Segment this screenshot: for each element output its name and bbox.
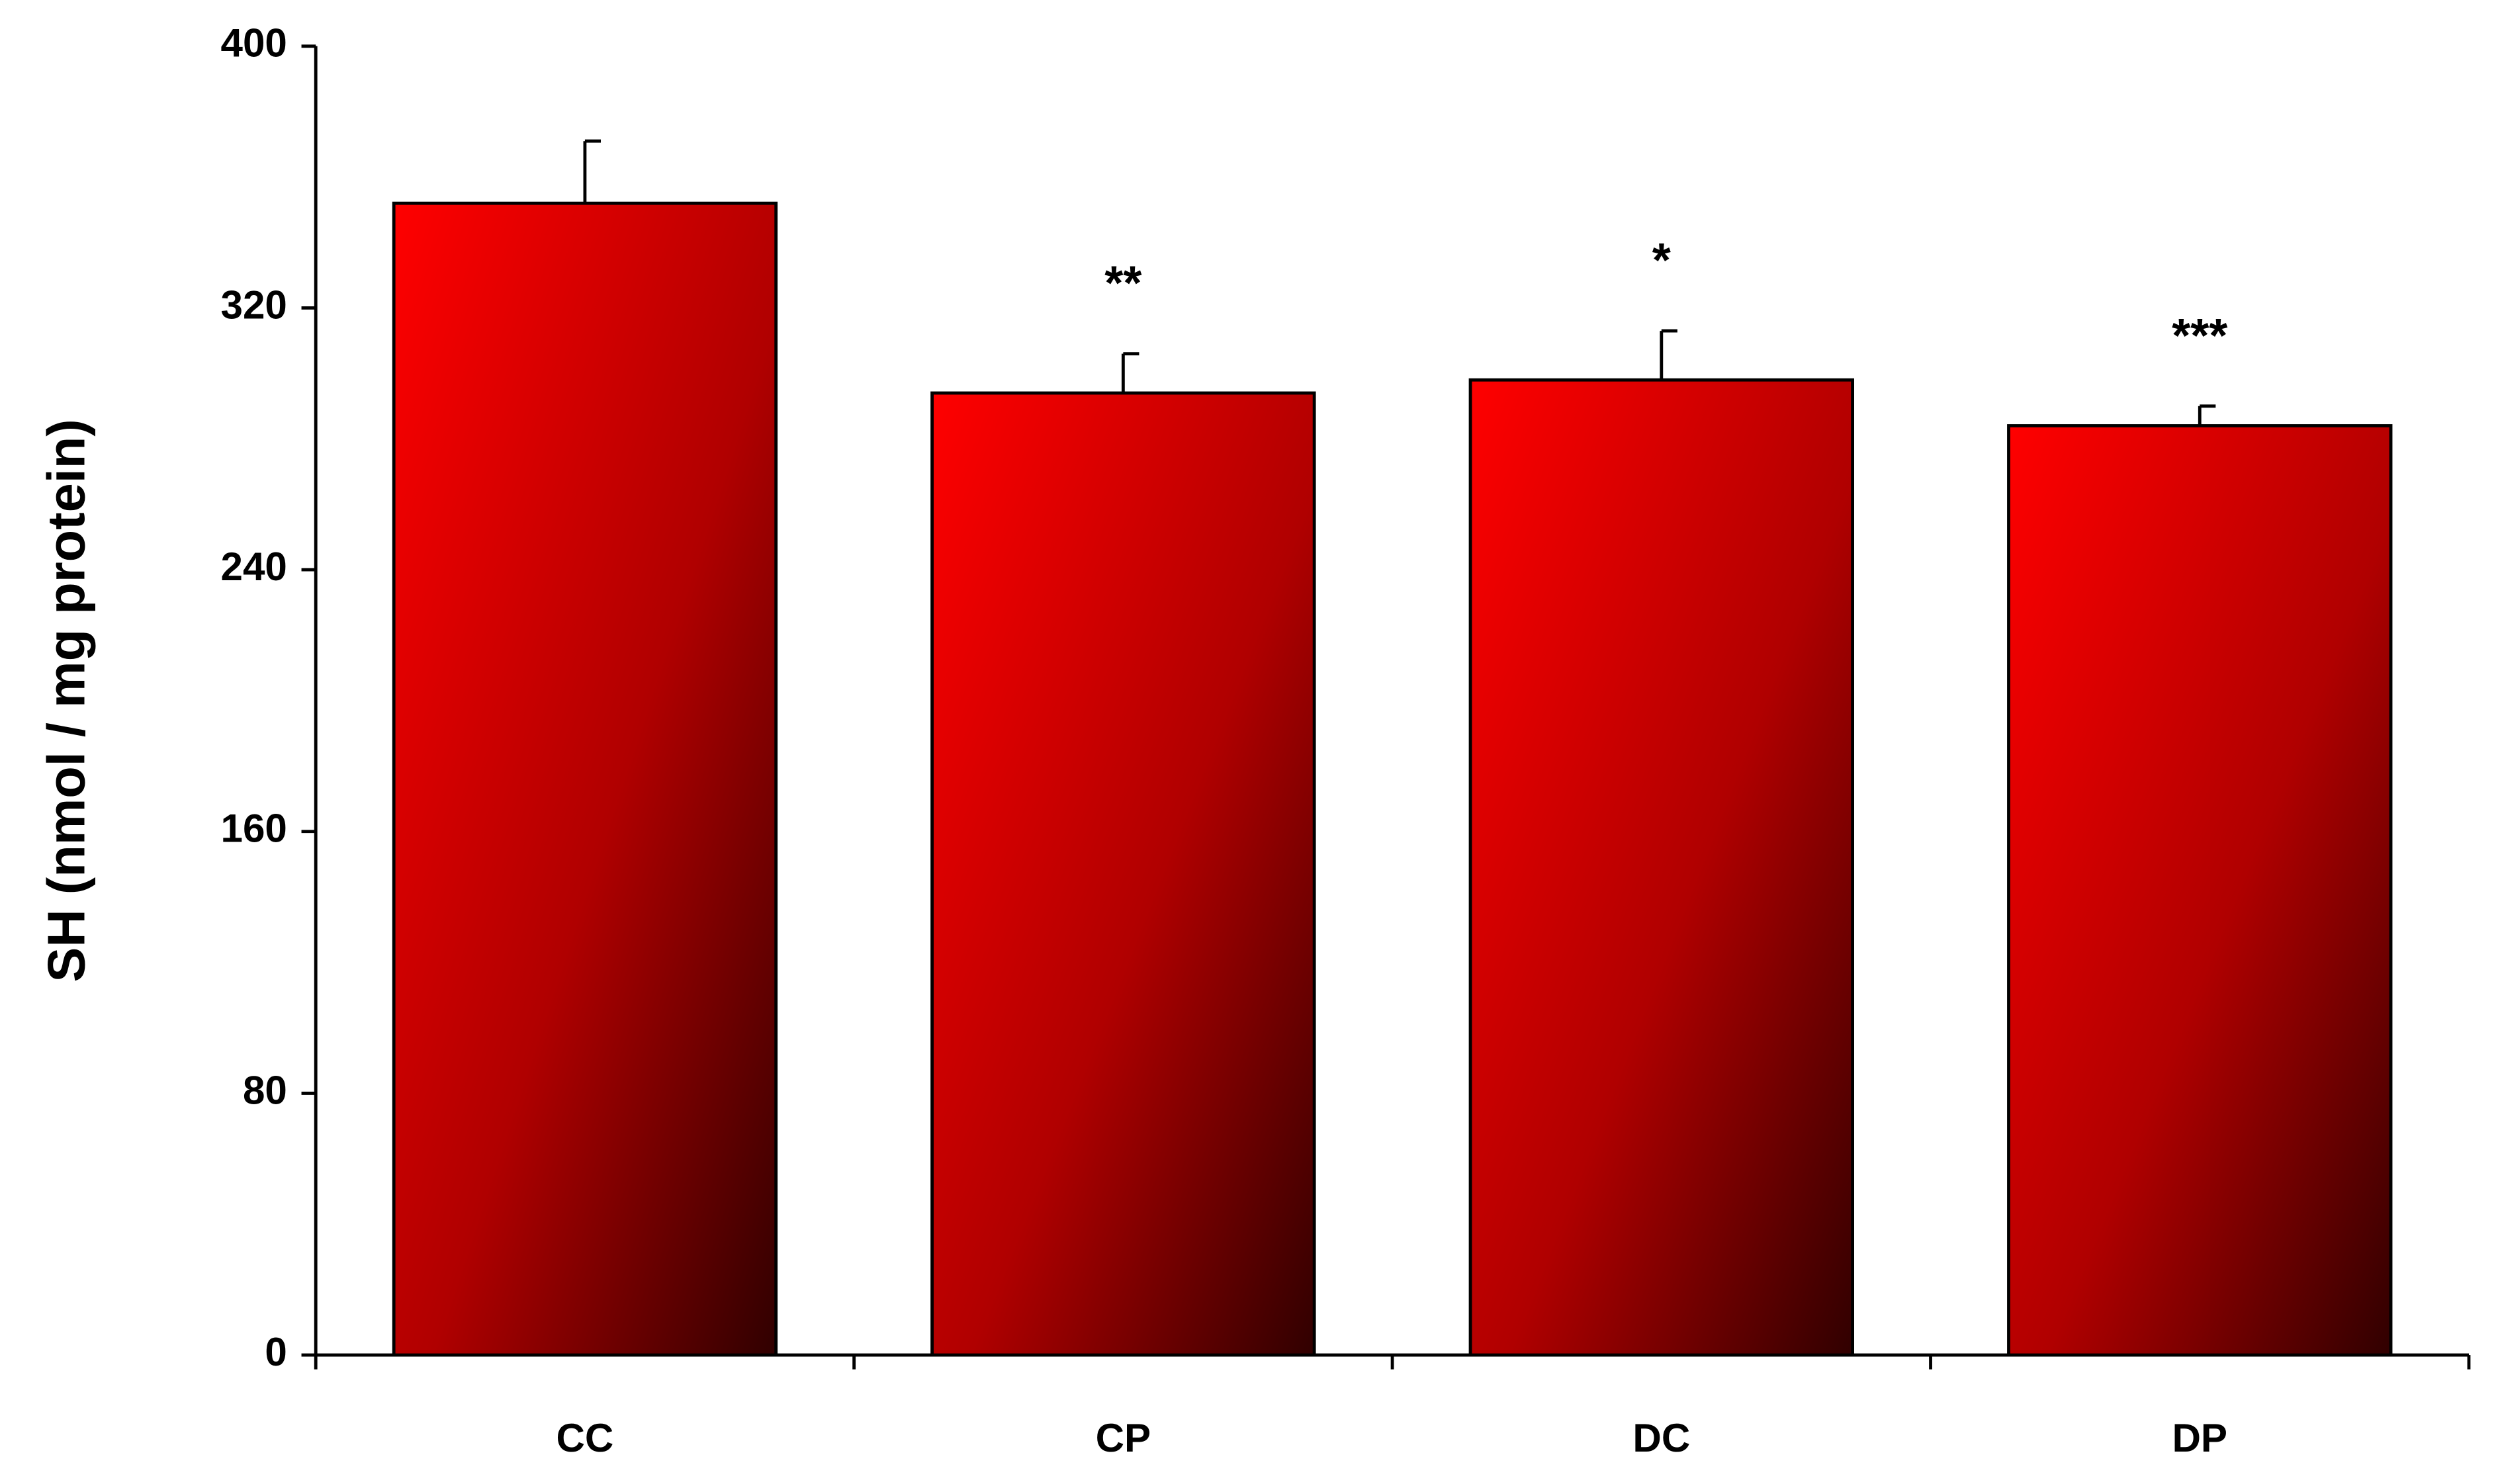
- y-axis-label: SH (nmol / mg protein): [37, 419, 96, 982]
- x-tick-label: CP: [1096, 1416, 1151, 1460]
- bar: [2007, 424, 2393, 1357]
- y-tick-label: 320: [221, 283, 287, 327]
- significance-label: **: [1104, 257, 1142, 310]
- x-tick-label: CC: [556, 1416, 613, 1460]
- bar: [930, 391, 1316, 1357]
- x-tick-label: DP: [2172, 1416, 2227, 1460]
- bar: [1468, 378, 1855, 1357]
- y-tick-label: 80: [243, 1068, 287, 1112]
- y-tick-label: 160: [221, 807, 287, 851]
- y-tick-label: 240: [221, 545, 287, 589]
- y-tick-label: 0: [265, 1330, 287, 1374]
- bar: [392, 201, 778, 1357]
- significance-label: ***: [2172, 310, 2228, 363]
- significance-label: *: [1652, 234, 1672, 287]
- y-tick-label: 400: [221, 21, 287, 65]
- x-tick-label: DC: [1632, 1416, 1690, 1460]
